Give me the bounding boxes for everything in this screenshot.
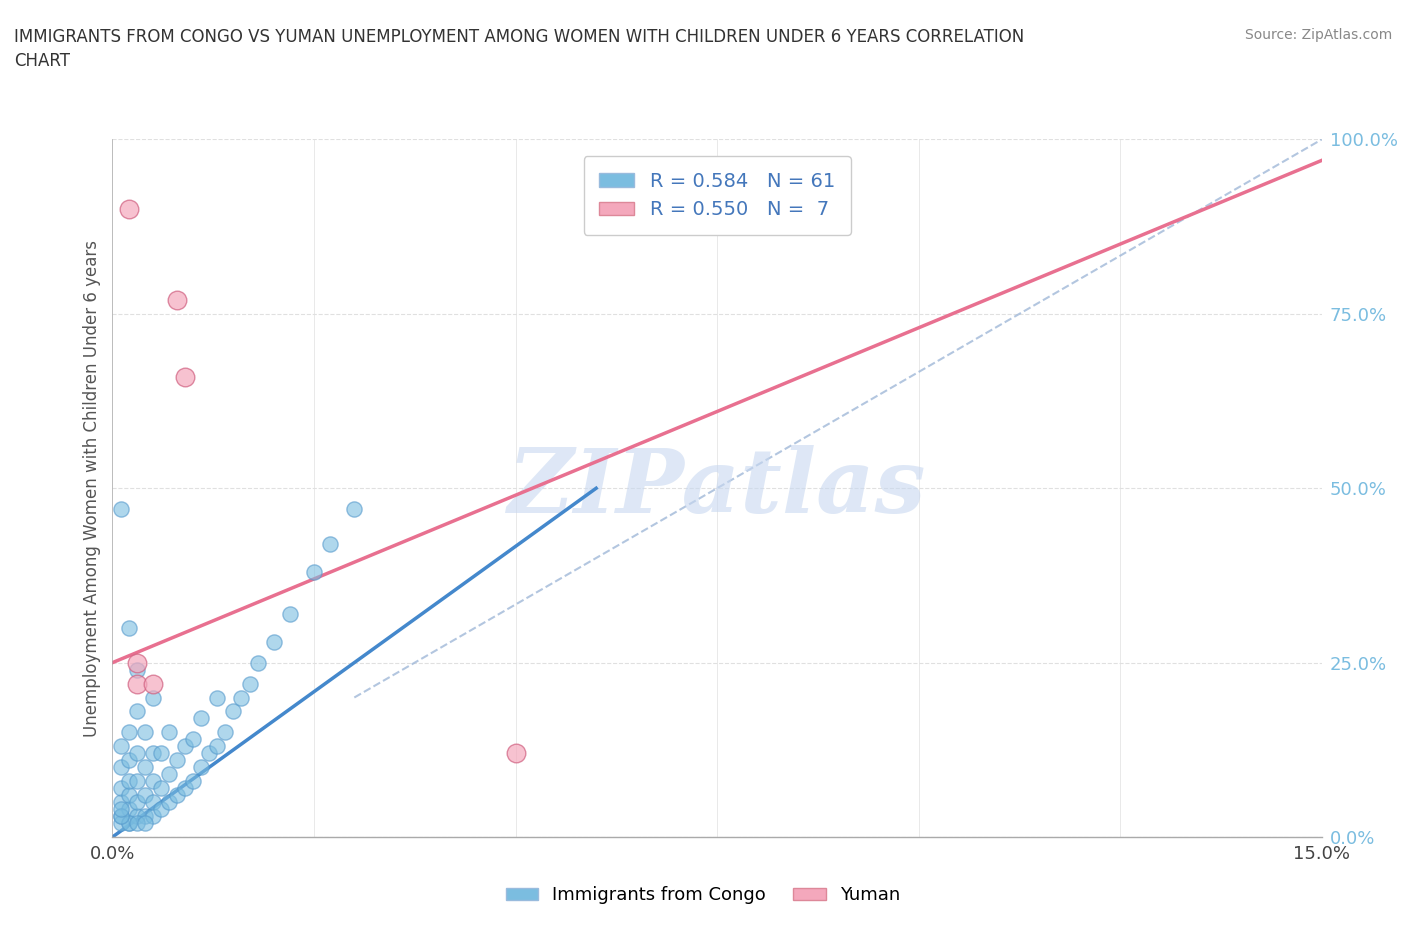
Point	[142, 690, 165, 705]
Point	[207, 738, 229, 753]
Point	[125, 816, 148, 830]
Point	[117, 816, 139, 830]
Point	[174, 738, 197, 753]
Point	[134, 725, 156, 740]
Point	[134, 788, 156, 803]
Legend: Immigrants from Congo, Yuman: Immigrants from Congo, Yuman	[498, 879, 908, 911]
Point	[117, 774, 139, 789]
Text: IMMIGRANTS FROM CONGO VS YUMAN UNEMPLOYMENT AMONG WOMEN WITH CHILDREN UNDER 6 YE: IMMIGRANTS FROM CONGO VS YUMAN UNEMPLOYM…	[14, 28, 1025, 70]
Point	[142, 676, 165, 691]
Point	[157, 766, 180, 781]
Point	[125, 746, 148, 761]
Point	[125, 662, 148, 677]
Text: ZIPatlas: ZIPatlas	[509, 445, 925, 532]
Point	[125, 774, 148, 789]
Point	[134, 809, 156, 824]
Point	[198, 746, 221, 761]
Point	[149, 746, 172, 761]
Point	[222, 704, 245, 719]
Point	[142, 794, 165, 809]
Point	[343, 502, 366, 517]
Point	[190, 711, 212, 725]
Point	[166, 293, 188, 308]
Point	[110, 781, 132, 796]
Point	[110, 816, 132, 830]
Point	[110, 760, 132, 775]
Point	[117, 788, 139, 803]
Point	[319, 537, 342, 551]
Y-axis label: Unemployment Among Women with Children Under 6 years: Unemployment Among Women with Children U…	[83, 240, 101, 737]
Point	[125, 655, 148, 670]
Point	[190, 760, 212, 775]
Point	[174, 369, 197, 384]
Point	[181, 732, 204, 747]
Point	[246, 655, 269, 670]
Point	[149, 781, 172, 796]
Point	[263, 634, 285, 649]
Point	[207, 690, 229, 705]
Point	[157, 725, 180, 740]
Point	[110, 809, 132, 824]
Point	[110, 809, 132, 824]
Point	[110, 502, 132, 517]
Point	[110, 802, 132, 817]
Point	[125, 676, 148, 691]
Point	[125, 704, 148, 719]
Point	[117, 202, 139, 217]
Point	[117, 725, 139, 740]
Point	[166, 788, 188, 803]
Point	[117, 802, 139, 817]
Point	[174, 781, 197, 796]
Point	[181, 774, 204, 789]
Point	[110, 794, 132, 809]
Point	[125, 809, 148, 824]
Point	[125, 794, 148, 809]
Point	[231, 690, 253, 705]
Point	[505, 746, 527, 761]
Point	[134, 760, 156, 775]
Point	[134, 816, 156, 830]
Point	[302, 565, 325, 579]
Text: Source: ZipAtlas.com: Source: ZipAtlas.com	[1244, 28, 1392, 42]
Point	[238, 676, 260, 691]
Point	[117, 816, 139, 830]
Point	[142, 746, 165, 761]
Point	[117, 753, 139, 768]
Point	[166, 753, 188, 768]
Legend: R = 0.584   N = 61, R = 0.550   N =  7: R = 0.584 N = 61, R = 0.550 N = 7	[583, 156, 851, 235]
Point	[142, 809, 165, 824]
Point	[117, 620, 139, 635]
Point	[278, 606, 301, 621]
Point	[214, 725, 236, 740]
Point	[157, 794, 180, 809]
Point	[110, 738, 132, 753]
Point	[142, 774, 165, 789]
Point	[149, 802, 172, 817]
